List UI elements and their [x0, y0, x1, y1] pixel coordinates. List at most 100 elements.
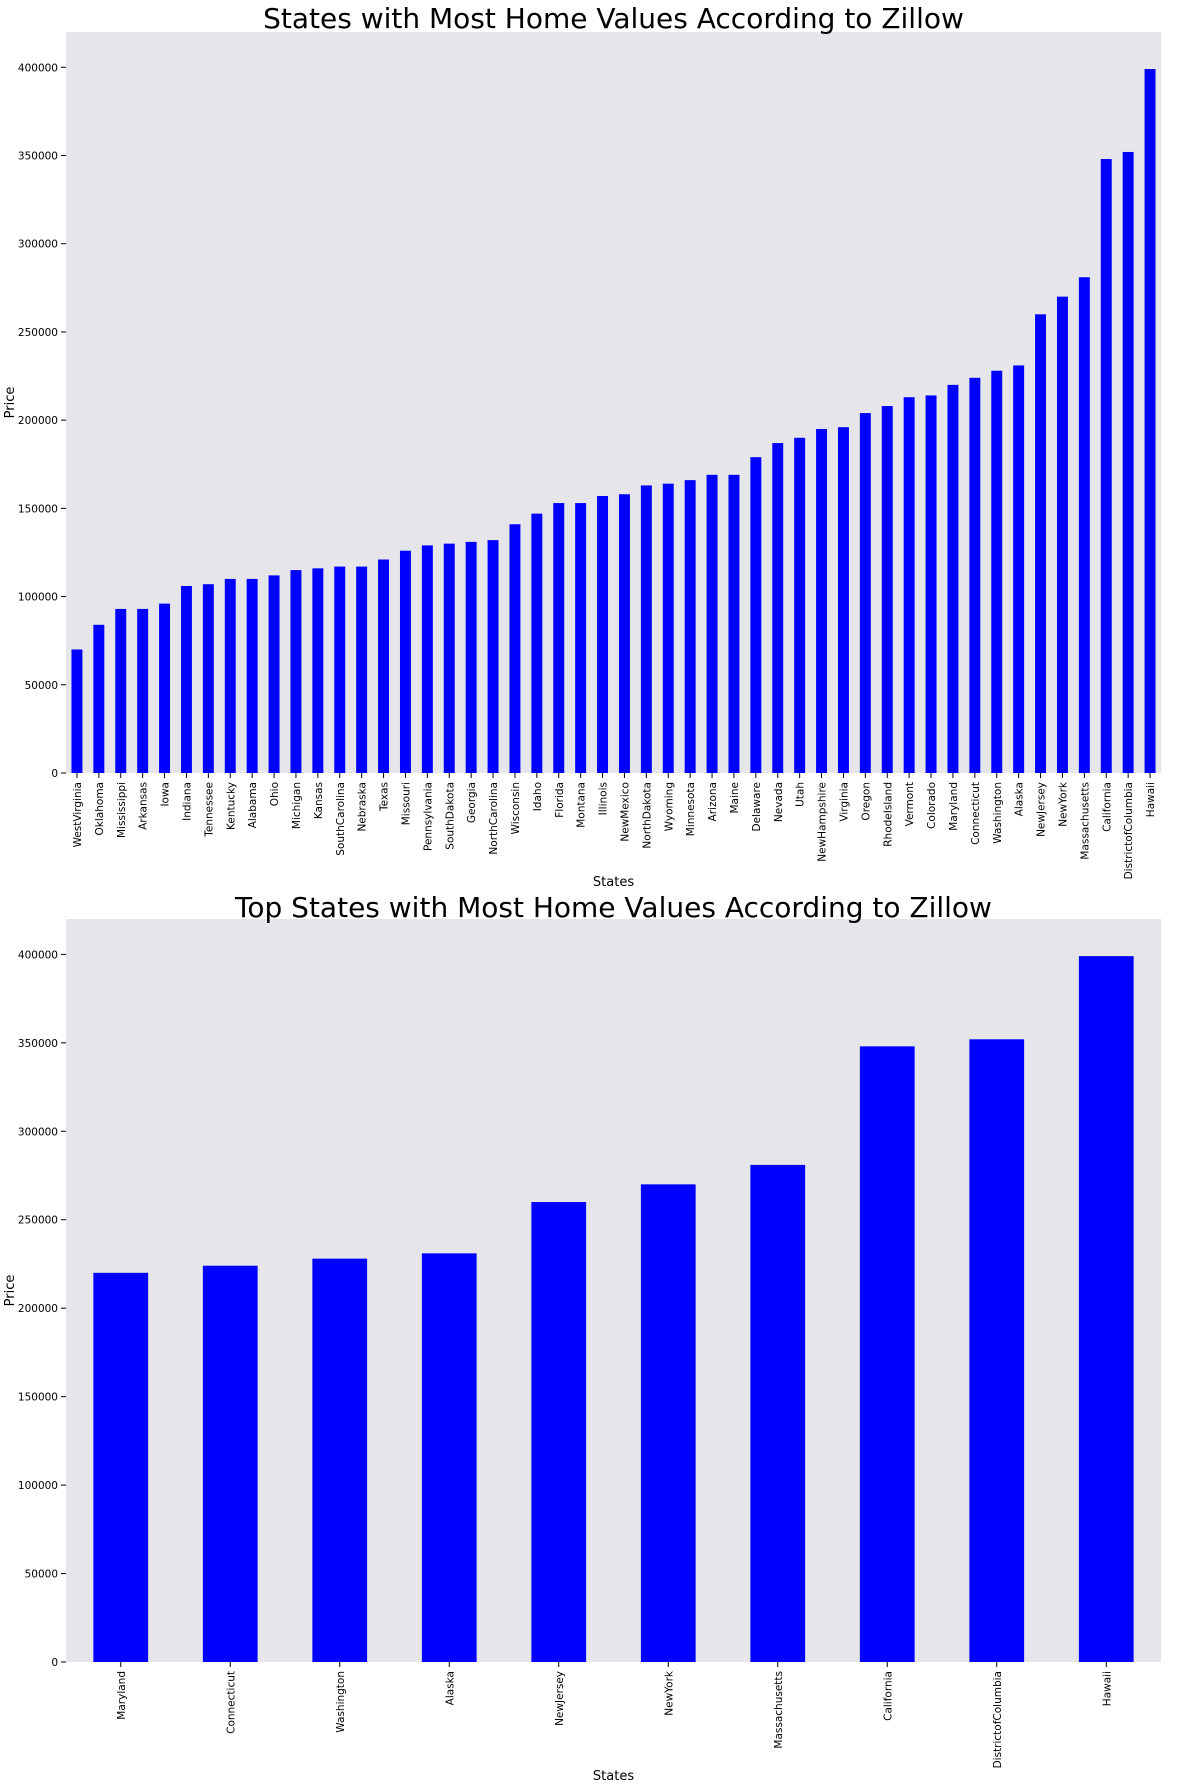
- x-tick-label: DistrictofColumbia: [1123, 782, 1135, 879]
- y-tick-label: 100000: [18, 592, 58, 604]
- y-tick-label: 300000: [18, 239, 58, 251]
- x-tick-label: California: [882, 1671, 894, 1721]
- x-tick-label: Texas: [379, 782, 391, 812]
- x-tick-label: Maryland: [116, 1671, 128, 1720]
- y-tick-label: 100000: [18, 1480, 58, 1492]
- bar-Arizona: [706, 474, 718, 773]
- bar-Kansas: [312, 568, 324, 773]
- bar-Missouri: [399, 550, 411, 773]
- x-tick-label: WestVirginia: [72, 782, 84, 847]
- bar-California: [859, 1046, 915, 1662]
- x-tick-label: Idaho: [532, 782, 544, 811]
- x-tick-label: Alaska: [444, 1671, 456, 1705]
- x-tick-label: Wyoming: [663, 782, 675, 831]
- x-tick-label: NewJersey: [554, 1671, 566, 1726]
- bar-NewYork: [1056, 296, 1068, 773]
- y-tick-label: 0: [51, 768, 58, 780]
- y-tick-label: 400000: [18, 62, 58, 74]
- bar-Tennessee: [202, 584, 214, 773]
- bar-Maryland: [947, 384, 959, 773]
- x-tick-label: Mississippi: [116, 782, 128, 838]
- bar-Georgia: [465, 541, 477, 773]
- bar-Ohio: [268, 575, 280, 773]
- x-tick-label: NewHampshire: [817, 782, 829, 862]
- bar-Connecticut: [969, 377, 981, 773]
- bar-RhodeIsland: [881, 406, 893, 773]
- x-tick-label: SouthCarolina: [335, 782, 347, 856]
- x-tick-label: Indiana: [181, 782, 193, 821]
- bar-NewJersey: [1035, 314, 1047, 773]
- bar-NewJersey: [531, 1202, 587, 1662]
- x-tick-label: Pennsylvania: [422, 782, 434, 851]
- bar-Idaho: [531, 513, 543, 773]
- bar-Illinois: [597, 496, 609, 773]
- y-tick-label: 150000: [18, 1392, 58, 1404]
- bar-Nevada: [772, 443, 784, 773]
- x-tick-label: Nebraska: [357, 782, 369, 832]
- x-tick-label: NewJersey: [1036, 782, 1048, 837]
- bar-Mississippi: [115, 608, 127, 773]
- x-tick-label: NorthCarolina: [488, 782, 500, 855]
- bar-Colorado: [925, 395, 937, 773]
- x-tick-label: Georgia: [466, 782, 478, 823]
- x-tick-label: Colorado: [926, 782, 938, 829]
- bar-Wisconsin: [509, 524, 521, 773]
- x-tick-label: Arizona: [707, 782, 719, 821]
- x-tick-label: Hawaii: [1145, 782, 1157, 817]
- x-tick-label: NewMexico: [619, 782, 631, 842]
- x-tick-label: Illinois: [598, 782, 610, 815]
- x-axis-label-1: States: [593, 875, 634, 890]
- bar-Alaska: [421, 1253, 477, 1662]
- x-tick-label: Missouri: [400, 782, 412, 825]
- bar-Montana: [575, 503, 587, 773]
- x-tick-label: DistrictofColumbia: [992, 1671, 1004, 1768]
- bar-Washington: [991, 370, 1003, 773]
- bar-NewHampshire: [816, 428, 828, 773]
- x-tick-label: Florida: [554, 782, 566, 818]
- x-tick-label: Nevada: [773, 782, 785, 822]
- bar-NewYork: [640, 1184, 696, 1662]
- x-tick-label: Vermont: [904, 782, 916, 826]
- x-tick-label: Hawaii: [1101, 1671, 1113, 1706]
- bar-Washington: [312, 1258, 368, 1662]
- y-tick-label: 200000: [18, 415, 58, 427]
- x-tick-label: Wisconsin: [510, 782, 522, 834]
- x-tick-label: Maryland: [948, 782, 960, 831]
- y-tick-label: 350000: [18, 1038, 58, 1050]
- x-tick-label: Ohio: [269, 782, 281, 806]
- bar-NorthCarolina: [487, 540, 499, 773]
- bar-Pennsylvania: [421, 545, 433, 773]
- bar-Kentucky: [224, 578, 236, 773]
- bar-Texas: [378, 559, 390, 773]
- y-tick-label: 400000: [18, 949, 58, 961]
- bar-Utah: [794, 437, 806, 773]
- x-tick-label: Massachusetts: [773, 1671, 785, 1749]
- bar-Michigan: [290, 570, 302, 773]
- bar-DistrictofColumbia: [1122, 151, 1134, 773]
- bar-Alaska: [1013, 365, 1025, 773]
- bar-Massachusetts: [750, 1164, 806, 1662]
- x-tick-label: Michigan: [291, 782, 303, 829]
- chart-title-1: States with Most Home Values According t…: [263, 2, 964, 35]
- x-tick-label: Massachusetts: [1079, 782, 1091, 860]
- bar-Nebraska: [356, 566, 368, 773]
- x-tick-label: Maine: [729, 782, 741, 814]
- bar-Florida: [553, 503, 565, 773]
- x-tick-label: Kentucky: [225, 782, 237, 830]
- x-tick-label: Washington: [335, 1671, 347, 1733]
- y-tick-label: 0: [51, 1657, 58, 1669]
- x-tick-label: Tennessee: [203, 782, 215, 838]
- bar-Alabama: [246, 578, 258, 773]
- x-tick-label: Minnesota: [685, 782, 697, 836]
- bar-SouthDakota: [443, 543, 455, 773]
- x-tick-label: Virginia: [838, 782, 850, 822]
- y-tick-label: 200000: [18, 1303, 58, 1315]
- x-tick-label: Arkansas: [138, 782, 150, 830]
- y-axis-label-2: Price: [3, 1275, 18, 1307]
- bar-NorthDakota: [640, 485, 652, 773]
- bar-Hawaii: [1078, 956, 1134, 1662]
- bar-Connecticut: [202, 1265, 258, 1662]
- bar-Wyoming: [662, 483, 674, 773]
- bar-Oregon: [859, 413, 871, 773]
- bar-SouthCarolina: [334, 566, 346, 773]
